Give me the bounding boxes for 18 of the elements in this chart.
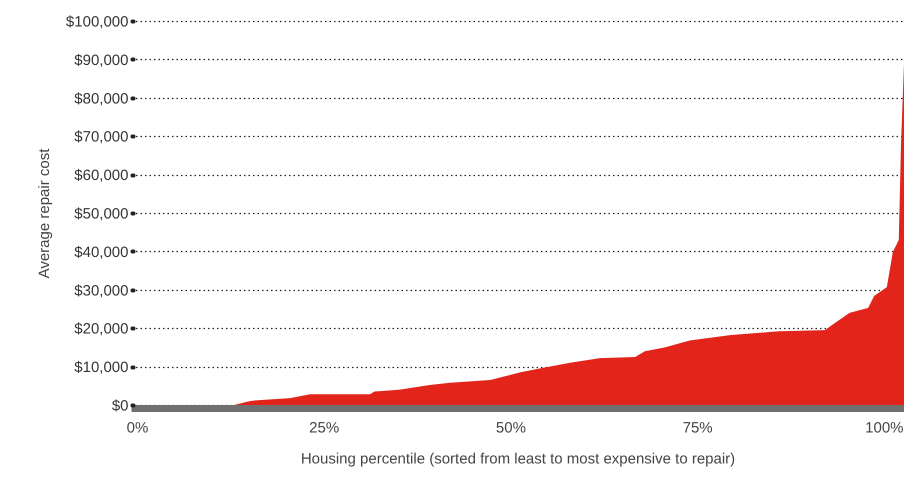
x-tick-label: 100%: [865, 420, 904, 436]
x-axis-title: Housing percentile (sorted from least to most expensive to repair): [300, 450, 736, 468]
x-tick-label: 75%: [682, 420, 713, 436]
y-tick-label: $70,000: [74, 128, 128, 146]
y-tick-label: $30,000: [74, 282, 128, 300]
y-tick-label: $80,000: [74, 90, 128, 108]
y-axis-title: Average repair cost: [36, 148, 53, 278]
y-tick-label: $50,000: [74, 206, 128, 222]
x-tick-label: 25%: [309, 420, 340, 436]
y-tick-label: $90,000: [74, 52, 128, 69]
y-tick-label: $60,000: [74, 167, 128, 184]
y-tick-label: $10,000: [74, 359, 128, 376]
y-tick-label: $20,000: [74, 320, 128, 338]
y-tick-label: $0: [112, 398, 128, 414]
x-tick-label: 0%: [126, 420, 148, 436]
x-tick-label: 50%: [496, 420, 526, 436]
y-tick-label: $100,000: [66, 14, 128, 30]
y-tick-label: $40,000: [74, 244, 128, 261]
